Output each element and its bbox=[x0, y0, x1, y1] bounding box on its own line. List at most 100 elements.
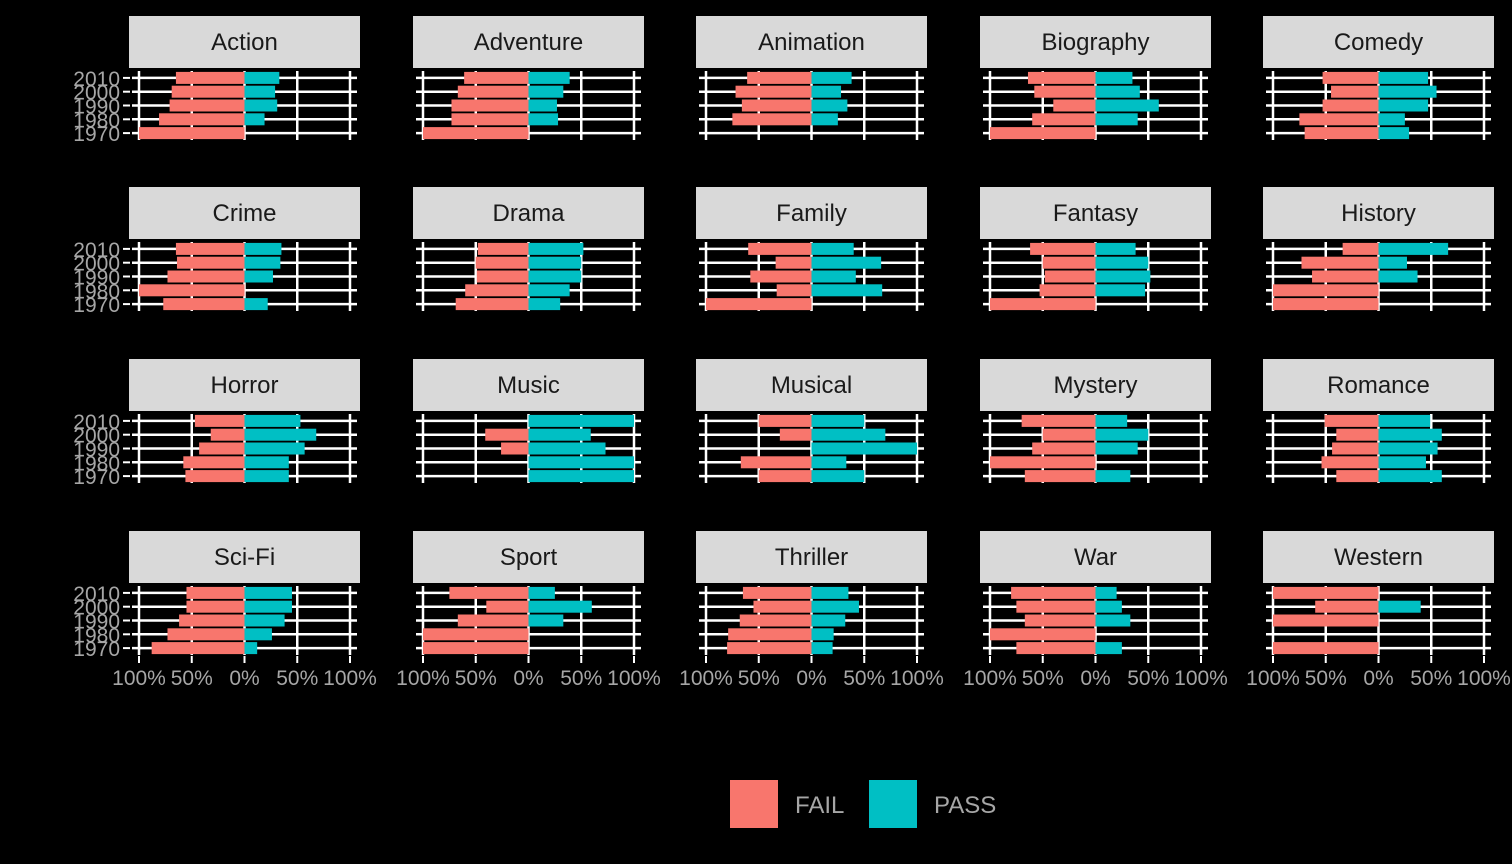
bar-fail bbox=[151, 642, 245, 655]
bar-fail bbox=[449, 586, 529, 599]
y-tick-label: 1980 bbox=[73, 109, 120, 132]
facet-strip-label: Biography bbox=[1041, 29, 1149, 56]
bar-fail bbox=[1321, 456, 1379, 469]
bar-fail bbox=[750, 270, 812, 283]
bar-pass bbox=[528, 298, 561, 311]
bar-pass bbox=[811, 113, 838, 126]
bar-fail bbox=[175, 71, 245, 84]
facet-strip bbox=[980, 187, 1211, 239]
bar-pass bbox=[811, 85, 842, 98]
facet-panel: Romance bbox=[1263, 359, 1494, 483]
bar-fail bbox=[167, 270, 245, 283]
bar-fail bbox=[169, 99, 245, 112]
x-tick-label: 0% bbox=[229, 667, 259, 690]
bar-fail bbox=[1342, 242, 1379, 255]
x-tick-label: 100% bbox=[1246, 667, 1300, 690]
bar-pass bbox=[244, 270, 273, 283]
bar-pass bbox=[528, 113, 559, 126]
y-tick-label: 2010 bbox=[73, 68, 120, 91]
bar-fail bbox=[1301, 256, 1379, 269]
x-tick-label: 50% bbox=[1127, 667, 1169, 690]
facet-strip bbox=[1263, 16, 1494, 68]
bar-pass bbox=[1095, 470, 1131, 483]
bar-fail bbox=[1039, 284, 1096, 297]
bar-fail bbox=[423, 642, 529, 655]
bar-pass bbox=[1378, 256, 1407, 269]
bar-fail bbox=[457, 614, 529, 627]
facet-panel: Comedy bbox=[1263, 16, 1494, 140]
bar-pass bbox=[244, 71, 280, 84]
x-tick-label: 100% bbox=[323, 667, 377, 690]
y-tick-label: 2010 bbox=[73, 239, 120, 262]
facet-strip bbox=[413, 187, 644, 239]
y-tick-label: 1970 bbox=[73, 466, 120, 489]
bar-pass bbox=[811, 586, 849, 599]
facet-panel: Thriller bbox=[696, 531, 927, 655]
bar-fail bbox=[451, 113, 529, 126]
facet-strip-label: Comedy bbox=[1334, 29, 1423, 56]
bar-fail bbox=[423, 127, 529, 140]
facet-strip bbox=[696, 16, 927, 68]
y-tick-label: 1990 bbox=[73, 267, 120, 290]
bar-pass bbox=[244, 256, 281, 269]
bar-pass bbox=[528, 85, 564, 98]
bar-pass bbox=[1378, 242, 1449, 255]
bar-fail bbox=[990, 298, 1096, 311]
legend-key-pass bbox=[869, 780, 917, 828]
x-tick-label: 100% bbox=[1457, 667, 1511, 690]
y-tick-label: 2000 bbox=[73, 82, 120, 105]
x-tick-label: 50% bbox=[1410, 667, 1452, 690]
bar-fail bbox=[183, 456, 245, 469]
bar-pass bbox=[1095, 414, 1128, 427]
bar-pass bbox=[1095, 586, 1117, 599]
facet-panel: Drama bbox=[413, 187, 644, 311]
bar-pass bbox=[1095, 270, 1151, 283]
facet-strip-label: Drama bbox=[492, 200, 565, 227]
y-tick-label: 1980 bbox=[73, 452, 120, 475]
bar-pass bbox=[528, 71, 570, 84]
y-tick-label: 1970 bbox=[73, 638, 120, 661]
bar-pass bbox=[1095, 85, 1140, 98]
facet-strip bbox=[129, 187, 360, 239]
bar-fail bbox=[465, 284, 529, 297]
facet-strip-label: Musical bbox=[771, 372, 852, 399]
bar-fail bbox=[742, 586, 812, 599]
bar-fail bbox=[1053, 99, 1096, 112]
x-tick-label: 50% bbox=[171, 667, 213, 690]
bar-pass bbox=[528, 256, 582, 269]
bar-fail bbox=[727, 642, 812, 655]
facet-strip-label: Animation bbox=[758, 29, 865, 56]
facet-strip bbox=[413, 531, 644, 583]
facet-strip-label: Adventure bbox=[474, 29, 583, 56]
bar-pass bbox=[244, 442, 305, 455]
bar-pass bbox=[1378, 127, 1410, 140]
facet-strip bbox=[696, 359, 927, 411]
legend: FAIL PASS bbox=[730, 780, 996, 828]
bar-fail bbox=[167, 628, 245, 641]
x-tick-label: 50% bbox=[843, 667, 885, 690]
bar-pass bbox=[811, 414, 865, 427]
x-tick-label: 50% bbox=[276, 667, 318, 690]
bar-pass bbox=[1378, 85, 1437, 98]
bar-fail bbox=[739, 614, 812, 627]
bar-pass bbox=[528, 270, 582, 283]
bar-pass bbox=[811, 614, 846, 627]
bar-pass bbox=[528, 99, 557, 112]
x-tick-label: 50% bbox=[1305, 667, 1347, 690]
bar-fail bbox=[706, 298, 812, 311]
bar-pass bbox=[1378, 414, 1431, 427]
bar-pass bbox=[1095, 256, 1149, 269]
bar-fail bbox=[457, 85, 529, 98]
facet-strip-label: Action bbox=[211, 29, 278, 56]
y-tick-label: 1990 bbox=[73, 611, 120, 634]
x-tick-label: 50% bbox=[560, 667, 602, 690]
facet-strip-label: History bbox=[1341, 200, 1416, 227]
bar-fail bbox=[1331, 85, 1379, 98]
bar-fail bbox=[779, 428, 812, 441]
bar-fail bbox=[1016, 642, 1096, 655]
facet-panel: Fantasy bbox=[980, 187, 1211, 311]
x-tick-label: 0% bbox=[1363, 667, 1393, 690]
bar-fail bbox=[1273, 298, 1379, 311]
bar-fail bbox=[775, 256, 812, 269]
